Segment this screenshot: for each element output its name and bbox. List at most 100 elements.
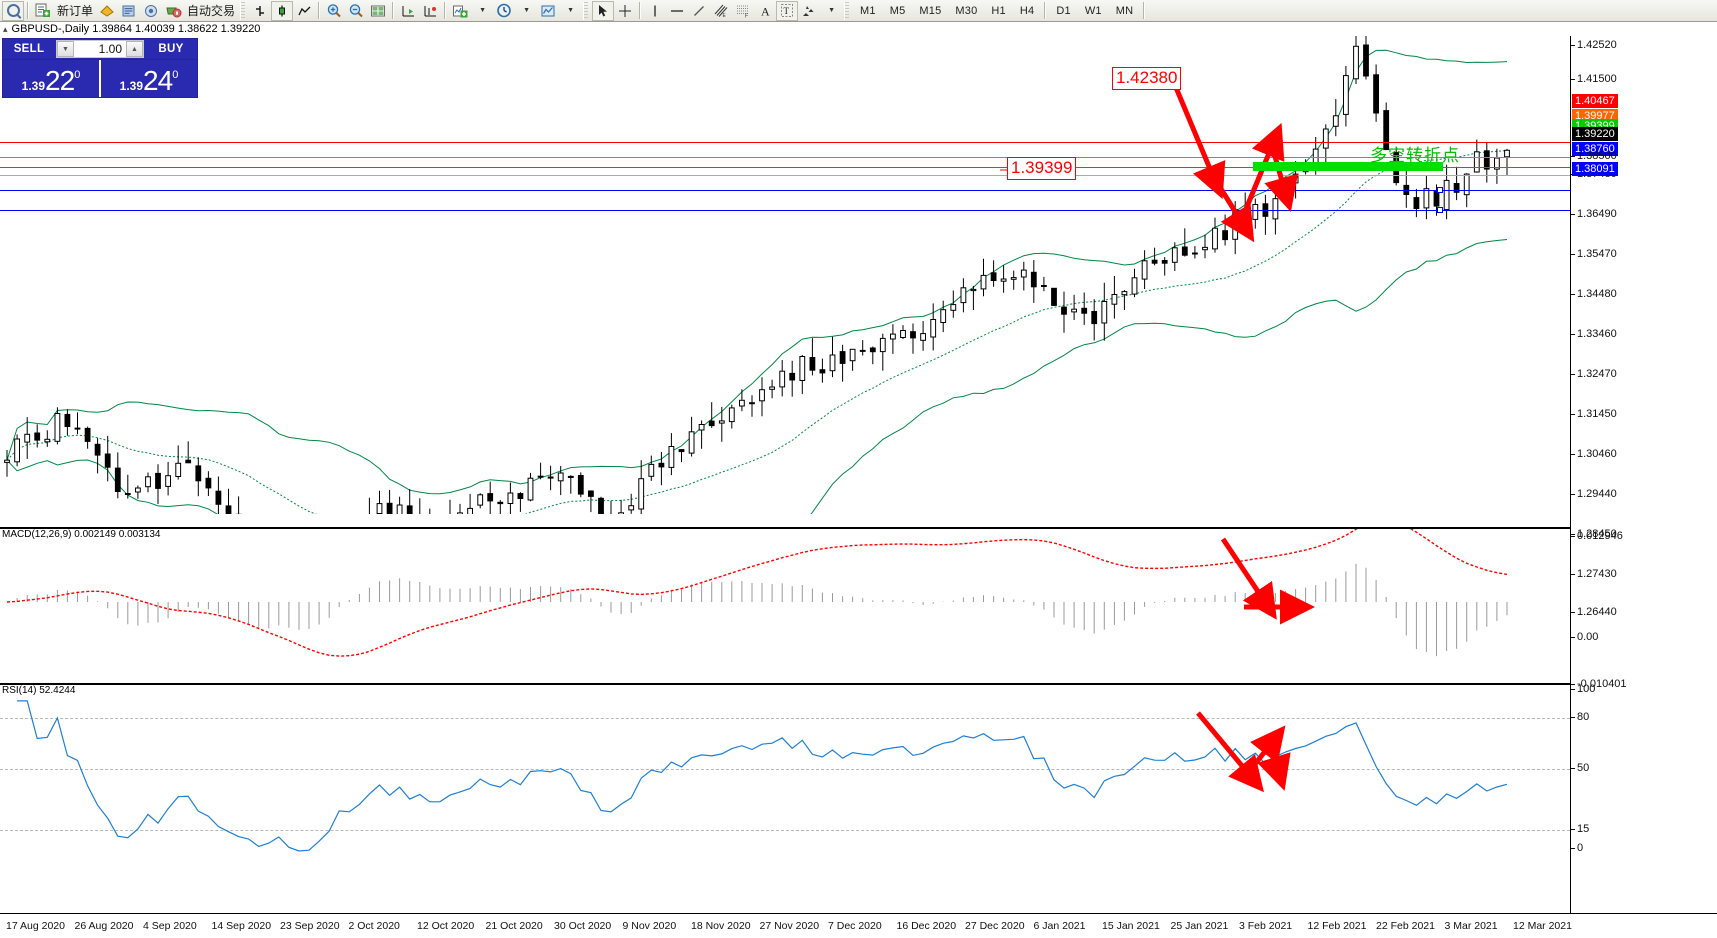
rsi-down-arrow <box>1196 711 1265 793</box>
tf-label-d1: D1 <box>1056 4 1071 17</box>
period-dropdown-caret[interactable]: ▼ <box>523 7 530 14</box>
price-annotation-arrows-svg <box>1000 77 1299 243</box>
data-window-icon[interactable] <box>367 1 389 21</box>
toolbar-grip-2[interactable] <box>583 1 589 20</box>
vertical-line-icon[interactable] <box>644 1 666 21</box>
level-handle-1-38760[interactable] <box>1437 187 1443 193</box>
crosshair-icon[interactable] <box>614 1 636 21</box>
level-line-bid-1-39220[interactable] <box>0 175 1570 176</box>
macd-pane[interactable]: MACD(12,26,9) 0.002149 0.003134 <box>0 528 1570 680</box>
market-icon[interactable] <box>162 1 184 21</box>
auto-scroll-icon[interactable] <box>419 1 441 21</box>
timeframe-w1[interactable]: W1 <box>1078 1 1109 21</box>
toolbar-grip[interactable] <box>240 1 246 20</box>
timeframe-m5[interactable]: M5 <box>883 1 913 21</box>
chevron-down-icon[interactable]: ▼ <box>57 41 74 57</box>
toolbar-divider <box>27 2 29 19</box>
level-line-1-39399[interactable] <box>0 167 1570 168</box>
level-handle-1-38091[interactable] <box>1437 207 1443 213</box>
indicators-dropdown-caret[interactable]: ▼ <box>479 7 486 14</box>
sell-price-prefix: 1.39 <box>21 79 46 93</box>
date-axis-tick: 18 Nov 2020 <box>691 920 751 932</box>
toolbar-divider-3 <box>392 2 395 19</box>
price-pane[interactable]: 1.42380 1.39399 多空转折点 <box>0 36 1570 514</box>
svg-text:E: E <box>723 13 727 18</box>
price-axis-badge[interactable]: 1.38760 <box>1572 142 1618 156</box>
buy-button[interactable]: BUY <box>145 39 197 59</box>
timeframe-m1[interactable]: M1 <box>853 1 883 21</box>
sell-price[interactable]: 1.39 22 0 <box>3 60 99 97</box>
level-line-1-40467[interactable] <box>0 142 1570 143</box>
bar-chart-icon[interactable] <box>249 1 271 21</box>
chevron-up-icon[interactable]: ▲ <box>126 41 143 57</box>
timeframe-h4[interactable]: H4 <box>1013 1 1041 21</box>
cursor-icon[interactable] <box>592 0 615 21</box>
level-line-1-38091[interactable] <box>0 210 1570 211</box>
indicators-add-icon[interactable] <box>449 1 471 21</box>
trendline-icon[interactable] <box>688 1 710 21</box>
period-clock-icon[interactable] <box>493 1 515 21</box>
timeframe-h1[interactable]: H1 <box>984 1 1012 21</box>
svg-text:T: T <box>784 6 790 16</box>
price-axis-tick: 1.32470 <box>1571 368 1617 380</box>
zoom-in-icon[interactable] <box>323 1 345 21</box>
line-chart-icon[interactable] <box>293 1 315 21</box>
price-axis-badge[interactable]: 1.39220 <box>1572 127 1618 141</box>
volume-stepper[interactable]: ▼ 1.00 ▲ <box>56 40 144 58</box>
date-axis-tick: 12 Oct 2020 <box>417 920 475 932</box>
new-order-label[interactable]: 新订单 <box>57 4 94 18</box>
shapes-dropdown-caret[interactable]: ▼ <box>828 7 835 14</box>
annotation-chinese-note[interactable]: 多空转折点 <box>1370 146 1460 165</box>
fibonacci-icon[interactable]: F <box>732 1 754 21</box>
rsi-pane[interactable]: RSI(14) 52.4244 <box>0 684 1570 913</box>
timeframe-mn[interactable]: MN <box>1109 1 1141 21</box>
rsi-level-80 <box>0 718 1570 719</box>
price-chart-svg <box>4 36 1510 514</box>
signals-icon[interactable] <box>140 1 162 21</box>
horizontal-line-icon[interactable] <box>666 1 688 21</box>
toolbar-grip-3[interactable] <box>844 1 850 20</box>
text-label-icon[interactable]: T <box>776 0 799 21</box>
tf-label-m30: M30 <box>955 4 978 17</box>
auto-trading-label[interactable]: 自动交易 <box>187 4 236 18</box>
level-line-1-38760[interactable] <box>0 190 1570 191</box>
date-axis-tick: 27 Nov 2020 <box>759 920 820 932</box>
new-order-icon[interactable] <box>32 1 54 21</box>
one-click-quote-row: 1.39 22 0 1.39 24 0 <box>2 60 198 98</box>
crosshair-search-icon[interactable] <box>2 0 24 21</box>
date-axis[interactable]: 17 Aug 2020 26 Aug 2020 4 Sep 2020 14 Sep 2… <box>0 913 1717 938</box>
price-axis-badge[interactable]: 1.38091 <box>1572 162 1618 176</box>
price-axis[interactable]: 1.425201.415001.374801.364901.354701.344… <box>1570 36 1717 913</box>
toolbar-divider-7 <box>1143 2 1146 19</box>
one-click-trading-panel[interactable]: SELL ▼ 1.00 ▲ BUY 1.39 22 0 1.39 24 0 <box>2 38 198 98</box>
equidistant-channel-icon[interactable]: E <box>710 1 732 21</box>
templates-dropdown-caret[interactable]: ▼ <box>567 7 574 14</box>
macd-axis-tick: -0.010401 <box>1571 678 1627 690</box>
timeframe-m15[interactable]: M15 <box>912 1 948 21</box>
tf-label-m5: M5 <box>889 4 906 17</box>
strategy-tester-icon[interactable] <box>118 1 140 21</box>
buy-price[interactable]: 1.39 24 0 <box>99 60 197 97</box>
zoom-out-icon[interactable] <box>345 1 367 21</box>
annotation-pivot-label[interactable]: 1.39399 <box>1007 157 1077 180</box>
sell-button[interactable]: SELL <box>3 39 55 59</box>
expert-advisors-icon[interactable] <box>96 1 118 21</box>
price-axis-tick: 1.27430 <box>1571 568 1617 580</box>
level-line-1-39977[interactable] <box>0 157 1570 158</box>
templates-icon[interactable] <box>537 1 559 21</box>
date-axis-tick: 12 Feb 2021 <box>1307 920 1367 932</box>
rsi-annotation-arrows-svg <box>1196 711 1291 793</box>
shapes-icon[interactable] <box>798 1 820 21</box>
rsi-down-arrow-2 <box>1257 744 1291 791</box>
timeframe-m30[interactable]: M30 <box>948 1 984 21</box>
date-axis-tick: 14 Sep 2020 <box>211 920 272 932</box>
toolbar-divider-6 <box>1044 2 1047 19</box>
macd-axis-tick: 0.012946 <box>1571 530 1623 542</box>
candlestick-chart-icon[interactable] <box>271 0 294 21</box>
timeframe-d1[interactable]: D1 <box>1049 1 1077 21</box>
text-icon[interactable]: A <box>754 1 776 21</box>
chart-shift-icon[interactable] <box>397 1 419 21</box>
annotation-high-label[interactable]: 1.42380 <box>1112 67 1182 90</box>
volume-input[interactable]: 1.00 <box>74 41 126 57</box>
price-axis-badge[interactable]: 1.40467 <box>1572 94 1618 108</box>
